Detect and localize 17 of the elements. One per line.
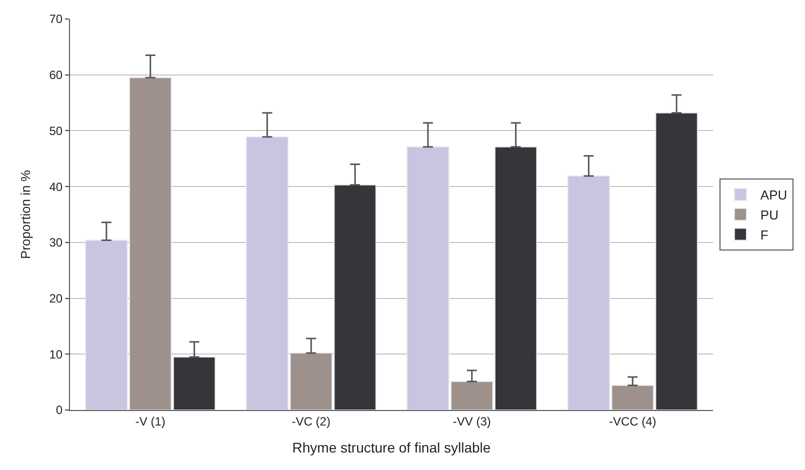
y-tick-label: 60	[49, 68, 63, 82]
y-tick-label: 0	[56, 403, 63, 418]
legend-label: PU	[760, 207, 778, 222]
y-tick-label: 30	[49, 236, 63, 250]
y-axis-title: Proportion in %	[18, 170, 34, 259]
y-tick-label: 20	[49, 291, 63, 306]
y-tick-label: 70	[49, 12, 63, 26]
x-tick-label: -VC (2)	[292, 414, 330, 428]
y-tick-label: 40	[49, 180, 63, 194]
y-tick-label: 10	[49, 347, 63, 362]
y-tick-label: 50	[49, 124, 63, 138]
legend-label: APU	[760, 188, 788, 203]
x-tick-label: -VCC (4)	[608, 414, 656, 428]
legend-label: F	[760, 227, 768, 242]
x-tick-label: -VV (3)	[452, 414, 491, 428]
x-axis-title: Rhyme structure of final syllable	[292, 440, 491, 456]
x-tick-label: -V (1)	[135, 414, 166, 428]
